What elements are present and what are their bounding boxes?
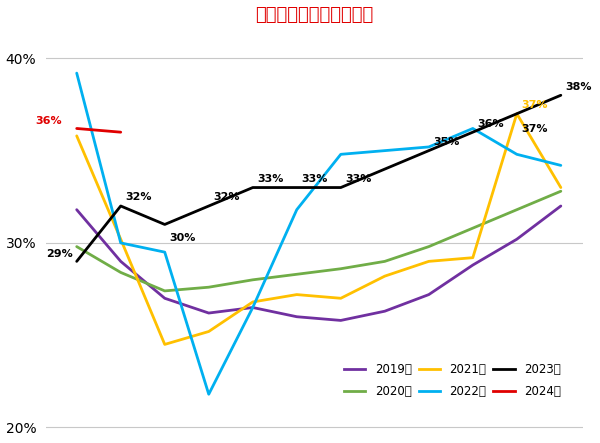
Text: 33%: 33%	[345, 174, 371, 184]
Text: 38%: 38%	[565, 82, 592, 92]
Text: 32%: 32%	[213, 192, 239, 202]
Text: 33%: 33%	[257, 174, 283, 184]
Text: 36%: 36%	[35, 117, 62, 126]
Text: 30%: 30%	[169, 233, 195, 243]
Text: 37%: 37%	[521, 100, 547, 110]
Legend: 2019年, 2020年, 2021年, 2022年, 2023年, 2024年: 2019年, 2020年, 2021年, 2022年, 2023年, 2024年	[344, 363, 561, 398]
Text: 32%: 32%	[125, 192, 151, 202]
Text: 36%: 36%	[477, 119, 503, 128]
Text: 29%: 29%	[46, 249, 73, 259]
Title: 中国汽车的世界份额走势: 中国汽车的世界份额走势	[255, 6, 373, 23]
Text: 37%: 37%	[521, 124, 547, 134]
Text: 35%: 35%	[433, 137, 460, 147]
Text: 33%: 33%	[301, 174, 328, 184]
